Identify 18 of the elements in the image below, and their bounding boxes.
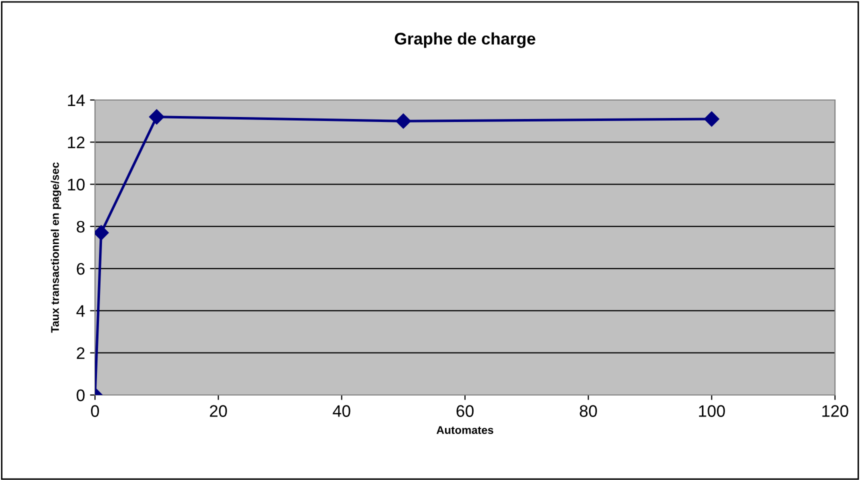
y-tick-label: 2	[76, 347, 84, 359]
x-tick-label: 100	[699, 405, 725, 417]
y-axis-title: Taux transactionnel en page/sec	[50, 162, 62, 333]
y-tick-label: 12	[68, 136, 84, 148]
y-tick-label: 8	[76, 220, 85, 233]
y-tick-label: 0	[76, 389, 85, 402]
x-tick-label: 20	[210, 405, 227, 417]
x-tick-label: 0	[91, 405, 99, 417]
chart-title: Graphe de charge	[394, 32, 536, 48]
x-tick-label: 80	[580, 405, 597, 417]
x-tick-label: 60	[456, 405, 474, 417]
x-tick-label: 40	[332, 405, 350, 417]
y-tick-label: 14	[68, 94, 85, 106]
x-tick-label: 120	[822, 405, 848, 417]
x-axis-title: Automates	[436, 426, 494, 434]
y-tick-label: 6	[76, 262, 85, 275]
y-tick-label: 4	[76, 305, 85, 317]
y-tick-label: 10	[68, 178, 85, 190]
